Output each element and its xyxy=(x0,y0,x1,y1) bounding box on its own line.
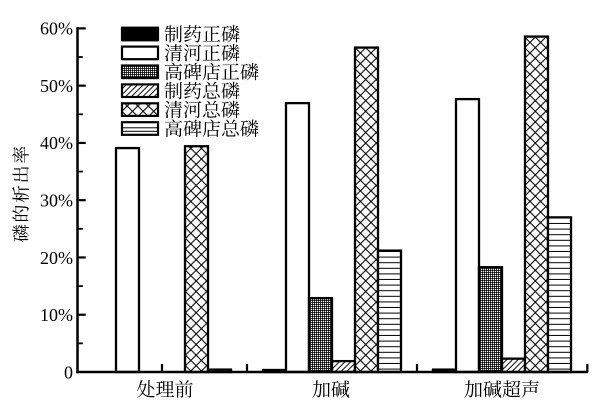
svg-text:30%: 30% xyxy=(40,190,73,210)
svg-text:10%: 10% xyxy=(40,305,73,325)
svg-text:20%: 20% xyxy=(40,248,73,268)
svg-text:50%: 50% xyxy=(40,76,73,96)
svg-text:60%: 60% xyxy=(40,19,73,39)
svg-text:40%: 40% xyxy=(40,133,73,153)
svg-text:0: 0 xyxy=(64,362,73,382)
